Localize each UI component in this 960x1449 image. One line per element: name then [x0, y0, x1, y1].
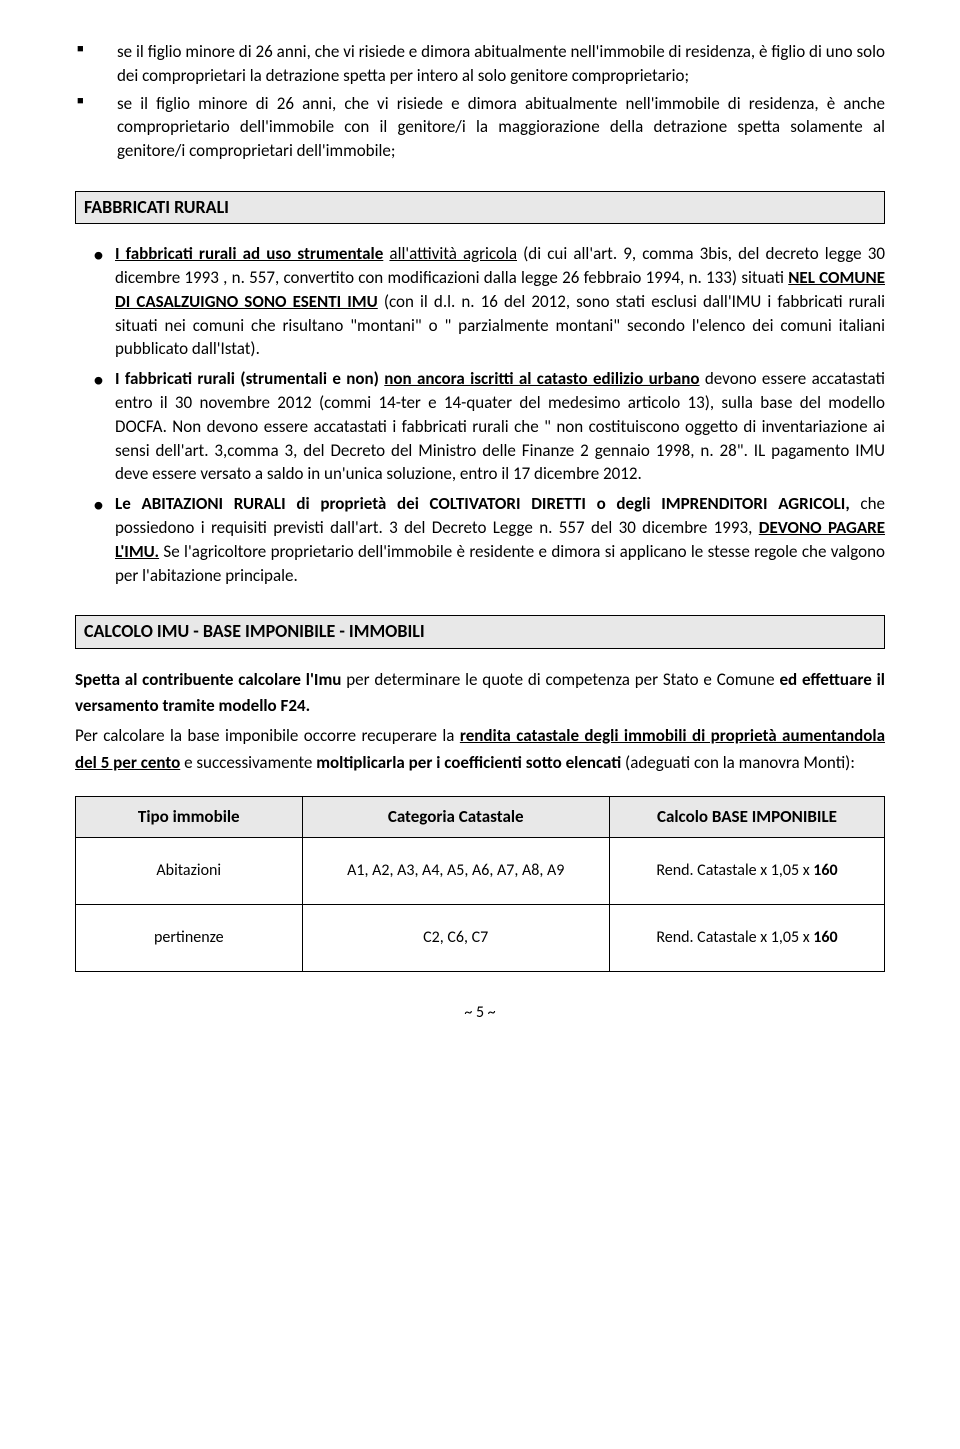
- table-cell: Rend. Catastale x 1,05 x 160: [609, 905, 884, 972]
- text: (adeguati con la manovra Monti):: [621, 752, 855, 773]
- text: Per calcolare la base imponibile occorre…: [75, 725, 460, 746]
- text: e successivamente: [180, 752, 316, 773]
- text: Rend. Catastale x 1,05 x: [656, 861, 813, 880]
- list-item: se il figlio minore di 26 anni, che vi r…: [117, 40, 885, 88]
- table-header: Calcolo BASE IMPONIBILE: [609, 796, 884, 837]
- text: Se l'agricoltore proprietario dell'immob…: [115, 541, 885, 586]
- text-bold: moltiplicarla per i coefficienti sotto e…: [316, 752, 621, 773]
- text: per determinare le quote di competenza p…: [346, 669, 779, 690]
- text-bold: 160: [813, 928, 837, 947]
- text-bold: Le ABITAZIONI RURALI di proprietà dei CO…: [115, 493, 860, 514]
- text-bold: I fabbricati rurali (strumentali e non): [115, 368, 384, 389]
- text: Rend. Catastale x 1,05 x: [656, 928, 813, 947]
- text-bold: 160: [813, 861, 837, 880]
- table-row: pertinenze C2, C6, C7 Rend. Catastale x …: [76, 905, 885, 972]
- table-cell: pertinenze: [76, 905, 303, 972]
- list-item: I fabbricati rurali (strumentali e non) …: [115, 367, 885, 486]
- intro-bullet-list: se il figlio minore di 26 anni, che vi r…: [75, 40, 885, 163]
- text-bold: Spetta al contribuente calcolare l'Imu: [75, 669, 346, 690]
- table-header-row: Tipo immobile Categoria Catastale Calcol…: [76, 796, 885, 837]
- table-header: Categoria Catastale: [302, 796, 609, 837]
- list-item: se il figlio minore di 26 anni, che vi r…: [117, 92, 885, 163]
- section-title-calcolo: CALCOLO IMU - BASE IMPONIBILE - IMMOBILI: [75, 615, 885, 648]
- section-title-fabbricati: FABBRICATI RURALI: [75, 191, 885, 224]
- paragraph: Spetta al contribuente calcolare l'Imu p…: [75, 667, 885, 720]
- text-underline: all'attività agricola: [389, 243, 517, 264]
- table-header: Tipo immobile: [76, 796, 303, 837]
- list-item: Le ABITAZIONI RURALI di proprietà dei CO…: [115, 492, 885, 587]
- fabbricati-bullet-list: I fabbricati rurali ad uso strumentale a…: [75, 242, 885, 587]
- table-cell: Abitazioni: [76, 837, 303, 904]
- list-item: I fabbricati rurali ad uso strumentale a…: [115, 242, 885, 361]
- table-row: Abitazioni A1, A2, A3, A4, A5, A6, A7, A…: [76, 837, 885, 904]
- table-cell: Rend. Catastale x 1,05 x 160: [609, 837, 884, 904]
- text-bold-underline: I fabbricati rurali ad uso strumentale: [115, 243, 383, 264]
- coefficient-table: Tipo immobile Categoria Catastale Calcol…: [75, 796, 885, 973]
- paragraph: Per calcolare la base imponibile occorre…: [75, 723, 885, 776]
- text-bold-underline: non ancora iscritti al catasto edilizio …: [384, 368, 699, 389]
- table-cell: C2, C6, C7: [302, 905, 609, 972]
- page-number: ~ 5 ~: [75, 1002, 885, 1024]
- table-cell: A1, A2, A3, A4, A5, A6, A7, A8, A9: [302, 837, 609, 904]
